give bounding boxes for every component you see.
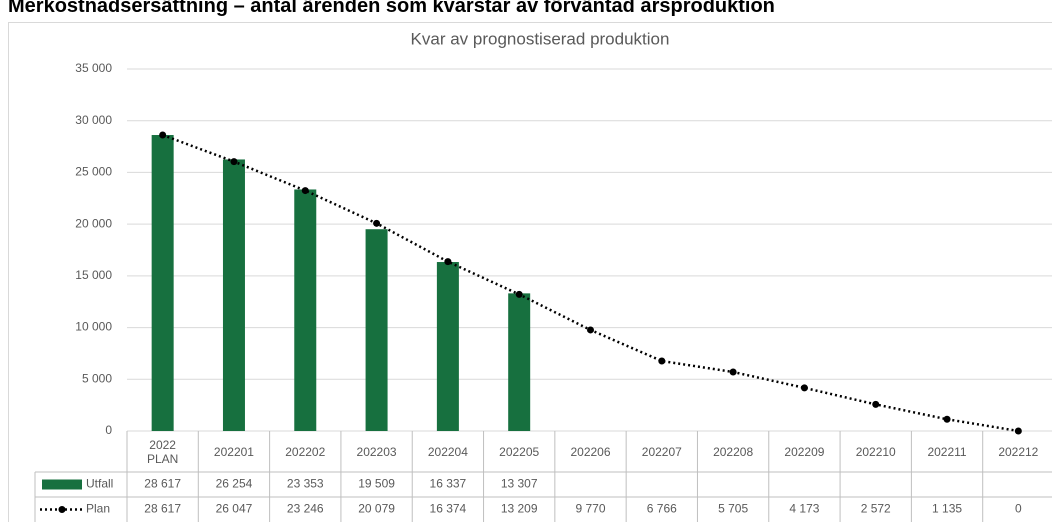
table-value: 2 572 [861, 502, 891, 516]
marker [729, 368, 737, 376]
table-value: 28 617 [144, 502, 181, 516]
table-value: 1 135 [932, 502, 962, 516]
bar [508, 293, 531, 431]
table-value: 13 307 [501, 477, 538, 491]
legend-label: Plan [86, 502, 110, 516]
y-tick-label: 35 000 [75, 61, 112, 75]
table-value: 23 246 [287, 502, 324, 516]
legend-label: Utfall [86, 477, 113, 491]
table-value: 26 047 [216, 502, 253, 516]
table-value: 6 766 [647, 502, 677, 516]
x-tick-label: 202204 [427, 444, 468, 459]
marker [587, 326, 594, 334]
x-tick-label: 2022 PLAN [146, 437, 179, 466]
x-tick-label: 202211 [927, 444, 967, 459]
y-tick-label: 0 [105, 423, 112, 437]
table-value: 5 705 [718, 502, 748, 516]
table-value: 19 509 [358, 477, 395, 491]
table-value: 16 337 [430, 477, 467, 491]
x-tick-label: 202206 [570, 444, 611, 459]
legend-swatch [42, 479, 82, 490]
marker [230, 158, 238, 166]
y-tick-label: 15 000 [75, 268, 112, 282]
x-tick-label: 202201 [213, 444, 254, 459]
table-value: 0 [1015, 502, 1022, 516]
table-value: 28 617 [144, 477, 181, 491]
x-tick-label: 202202 [285, 444, 326, 459]
x-tick-label: 202205 [499, 444, 540, 459]
table-value: 4 173 [789, 502, 819, 516]
y-tick-label: 30 000 [75, 113, 112, 127]
marker [159, 131, 167, 139]
marker [515, 290, 523, 298]
x-tick-label: 202210 [855, 444, 896, 459]
bar [151, 135, 174, 431]
marker [872, 400, 880, 408]
chart-frame [8, 22, 1052, 522]
marker [373, 219, 381, 227]
table-value: 16 374 [430, 502, 467, 516]
line [162, 133, 1019, 433]
marker [1014, 427, 1022, 435]
bar [294, 189, 317, 431]
marker [943, 415, 951, 423]
table-value: 26 254 [216, 477, 253, 491]
page-title: Merkostnadsersättning – antal ärenden so… [8, 0, 775, 17]
marker [444, 258, 452, 266]
table-value: 9 770 [575, 502, 605, 516]
legend-marker [58, 506, 66, 513]
x-tick-label: 202207 [641, 444, 682, 459]
marker [800, 384, 808, 392]
y-tick-label: 10 000 [75, 320, 112, 334]
x-tick-label: 202208 [713, 444, 754, 459]
table-value: 20 079 [358, 502, 395, 516]
x-tick-label: 202209 [784, 444, 825, 459]
marker [658, 357, 666, 365]
x-tick-label: 202203 [356, 444, 397, 459]
bar [365, 229, 388, 431]
y-tick-label: 20 000 [75, 216, 112, 230]
marker [301, 187, 309, 195]
y-tick-label: 25 000 [75, 165, 112, 179]
chart-title: Kvar av prognostiserad produktion [411, 29, 670, 48]
table-value: 13 209 [501, 502, 538, 516]
bar [222, 159, 245, 432]
x-tick-label: 202212 [998, 444, 1039, 459]
y-tick-label: 5 000 [82, 371, 112, 385]
bar [436, 262, 459, 431]
table-value: 23 353 [287, 477, 324, 491]
